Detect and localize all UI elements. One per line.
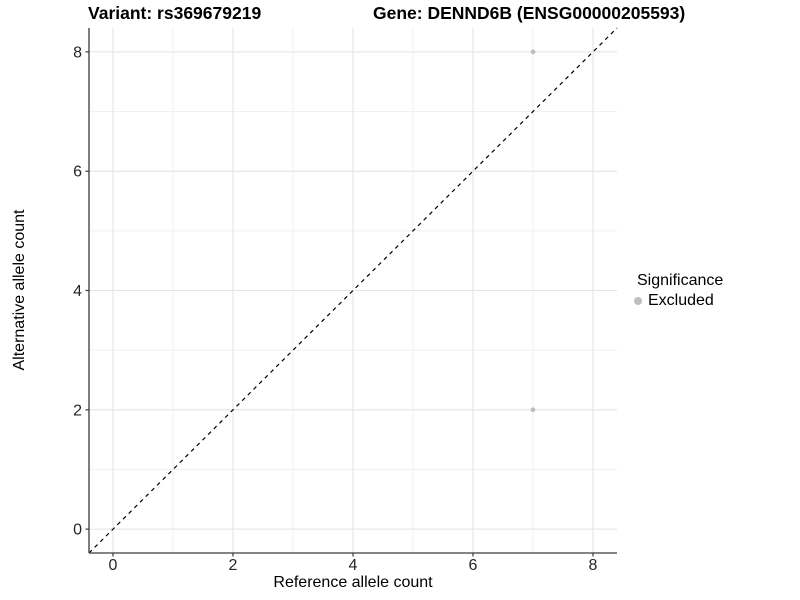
y-tick-label: 6	[73, 164, 82, 181]
gene-title: Gene: DENND6B (ENSG00000205593)	[373, 3, 686, 23]
x-tick-label: 6	[469, 557, 478, 574]
y-tick-label: 4	[73, 283, 82, 300]
y-axis-title: Alternative allele count	[11, 209, 28, 371]
x-tick-label: 8	[589, 557, 598, 574]
y-tick-label: 0	[73, 522, 82, 539]
data-point	[530, 407, 536, 413]
legend: Significance Excluded	[631, 272, 723, 310]
x-tick-label: 4	[349, 557, 358, 574]
y-tick-label: 8	[73, 44, 82, 61]
excluded-point-icon	[634, 297, 642, 305]
x-tick-label: 0	[109, 557, 118, 574]
y-tick-label: 2	[73, 402, 82, 419]
data-point	[530, 49, 536, 55]
x-tick-label: 2	[229, 557, 238, 574]
x-axis-title: Reference allele count	[273, 574, 433, 591]
variant-title: Variant: rs369679219	[88, 3, 262, 23]
legend-entry-excluded: Excluded	[631, 292, 723, 310]
legend-entry-label: Excluded	[648, 292, 714, 309]
legend-title: Significance	[637, 272, 724, 289]
